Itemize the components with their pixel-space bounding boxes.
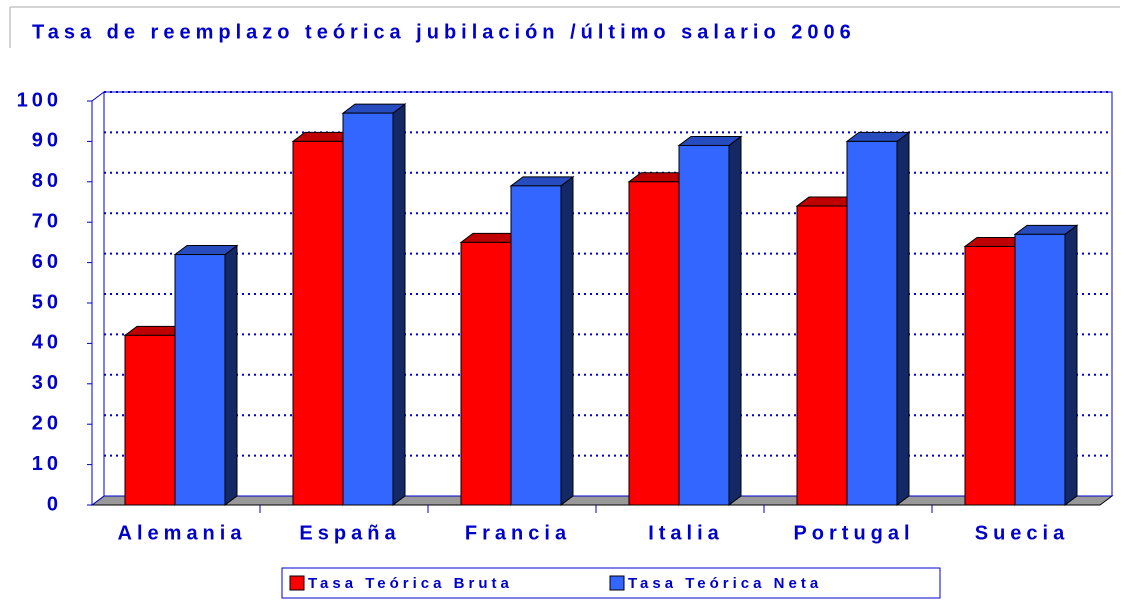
bar-face xyxy=(342,112,394,506)
x-tick-label: Suecia xyxy=(975,522,1069,544)
bar-face xyxy=(174,254,226,506)
bar-face xyxy=(896,131,910,506)
bar-face xyxy=(292,140,344,506)
bar-face xyxy=(796,205,848,506)
bar-face xyxy=(1014,233,1066,506)
chart-title: Tasa de reemplazo teórica jubilación /úl… xyxy=(32,21,856,43)
bar xyxy=(341,103,407,506)
floor xyxy=(90,495,1114,506)
bar xyxy=(1013,224,1079,506)
x-tick-label: Alemania xyxy=(118,522,247,544)
bar-face xyxy=(964,245,1016,506)
bar-face xyxy=(392,103,406,506)
y-tick-label: 60 xyxy=(32,251,62,273)
y-tick-label: 90 xyxy=(32,130,62,152)
y-tick-label: 100 xyxy=(17,89,62,111)
bar xyxy=(677,135,743,506)
bar-face xyxy=(628,181,680,506)
legend-swatch xyxy=(609,575,625,591)
bar-face xyxy=(510,185,562,506)
legend-label: Tasa Teórica Neta xyxy=(628,575,822,592)
y-tick-label: 20 xyxy=(32,412,62,434)
bar-face xyxy=(1064,224,1078,506)
y-tick-label: 10 xyxy=(32,453,62,475)
legend-swatch xyxy=(289,575,305,591)
x-tick-label: Italia xyxy=(648,522,724,544)
bar xyxy=(173,244,239,506)
bar-face xyxy=(460,241,512,506)
x-tick-label: Francia xyxy=(465,522,571,544)
bar xyxy=(845,131,911,506)
y-tick-label: 50 xyxy=(32,291,62,313)
y-tick-label: 30 xyxy=(32,372,62,394)
bar-face xyxy=(678,144,730,506)
bar-face xyxy=(728,135,742,506)
y-tick-label: 80 xyxy=(32,170,62,192)
x-tick-label: Portugal xyxy=(793,522,914,544)
y-tick-label: 0 xyxy=(47,493,62,515)
bar xyxy=(509,175,575,506)
x-tick-label: España xyxy=(299,522,400,544)
side-wall xyxy=(91,91,105,506)
bar-face xyxy=(124,334,176,506)
bar-face xyxy=(560,175,574,506)
y-tick-label: 40 xyxy=(32,332,62,354)
bar-face xyxy=(224,244,238,506)
y-tick-label: 70 xyxy=(32,210,62,232)
bar-face xyxy=(846,140,898,506)
legend-label: Tasa Teórica Bruta xyxy=(308,575,513,592)
